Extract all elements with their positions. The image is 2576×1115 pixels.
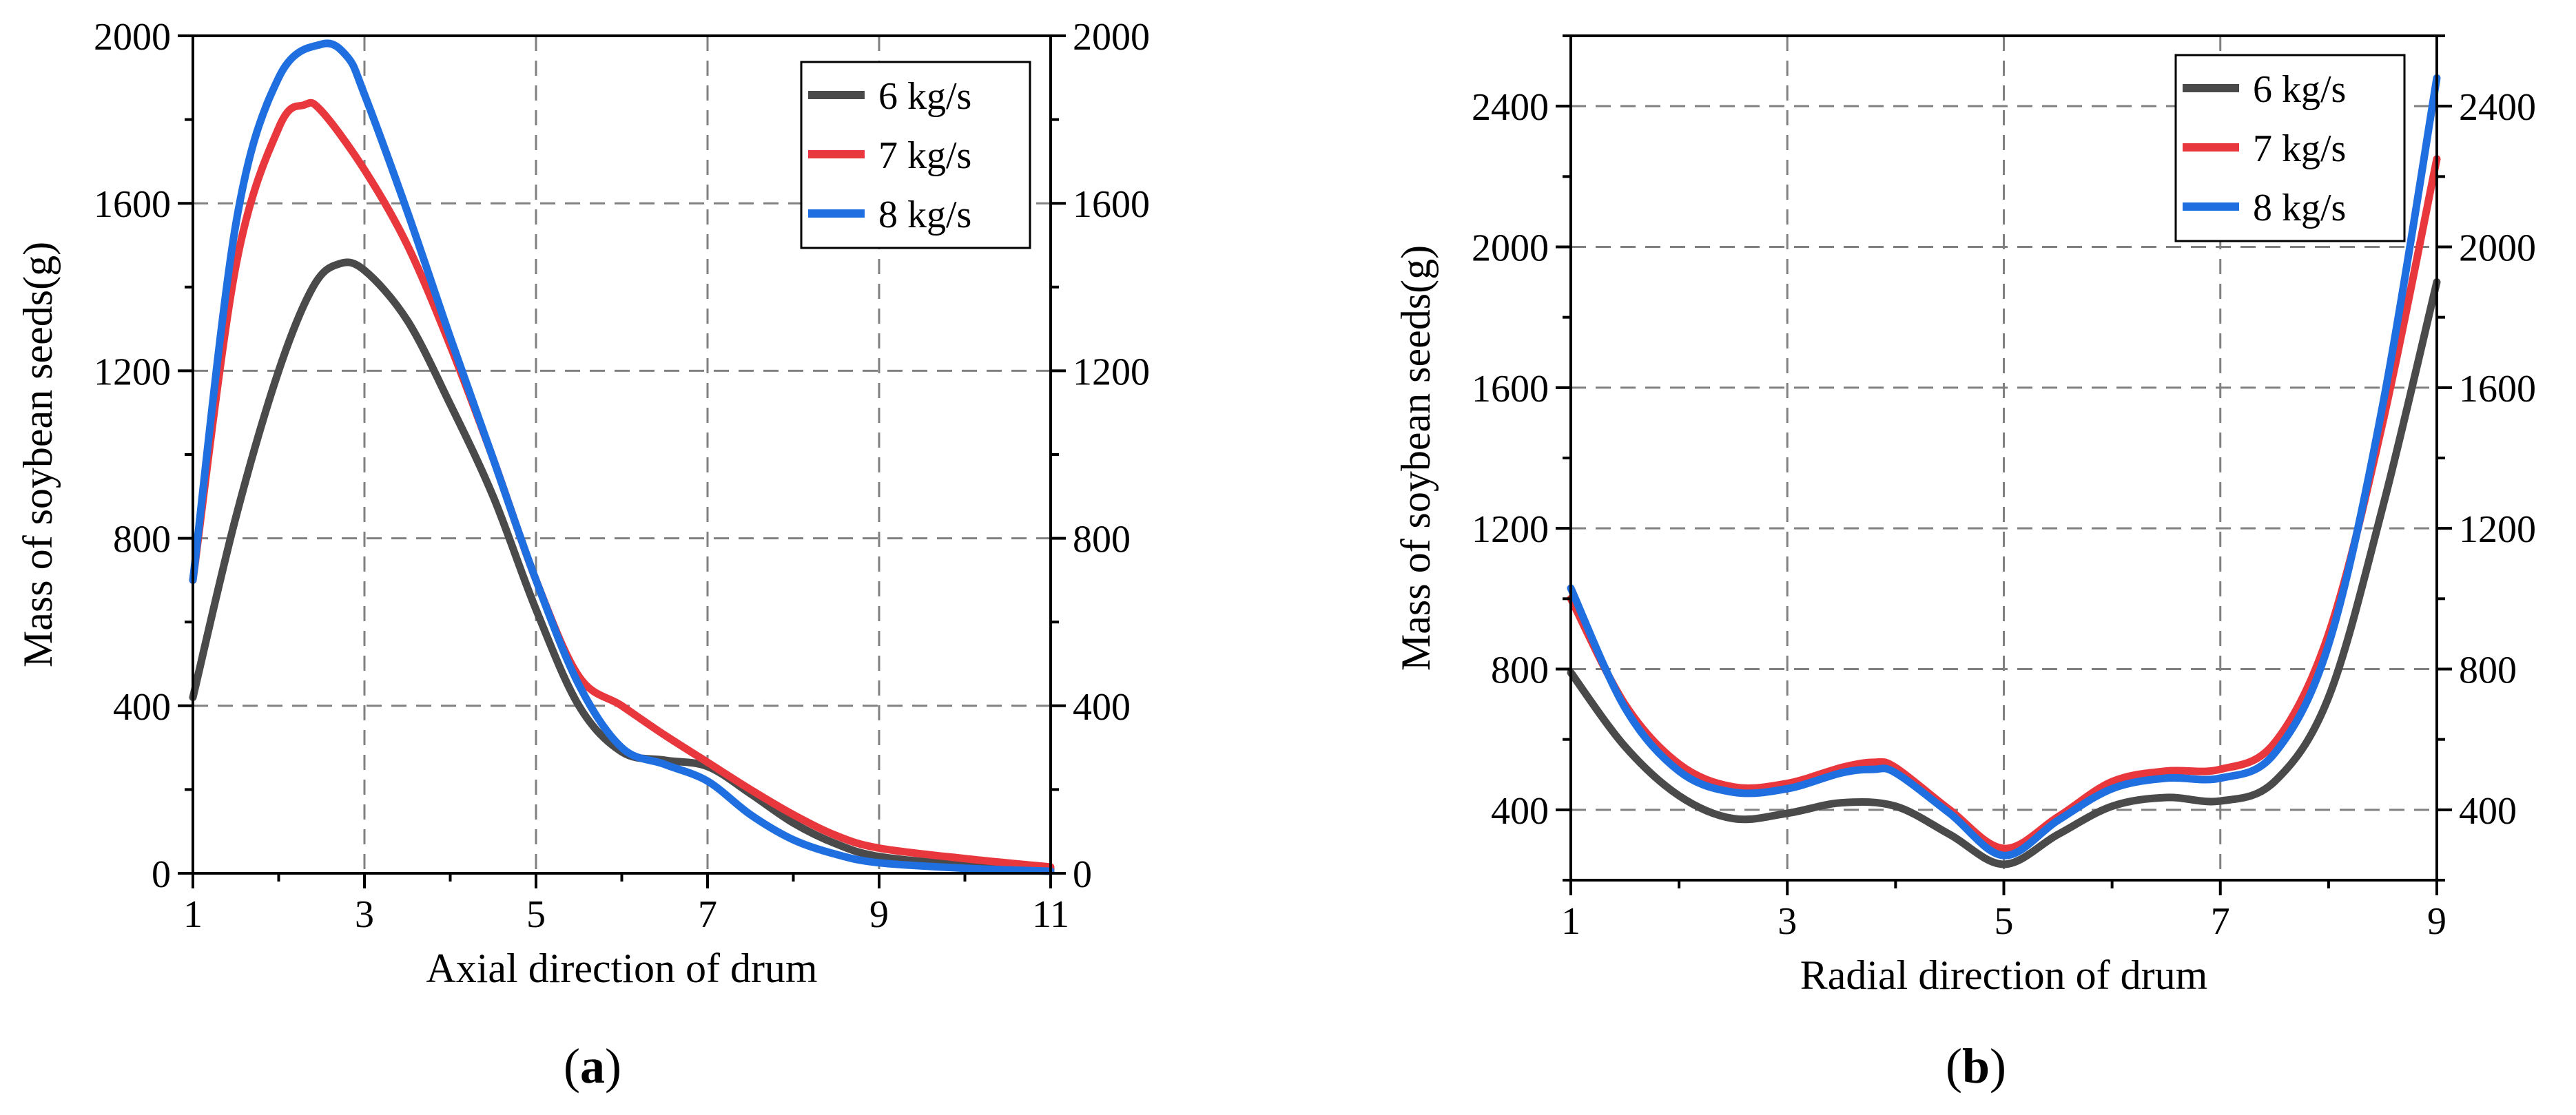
x-axis-title: Axial direction of drum: [426, 946, 817, 991]
x-tick-label: 9: [2427, 900, 2446, 943]
panel-label: (b): [1946, 1039, 2006, 1094]
x-tick-label: 7: [698, 893, 717, 936]
y-tick-label-right: 2000: [1073, 16, 1150, 59]
x-tick-label: 3: [355, 893, 374, 936]
y-tick-label-right: 400: [1073, 686, 1131, 729]
y-tick-label-left: 0: [152, 853, 171, 896]
y-tick-label-right: 800: [2459, 649, 2517, 692]
x-tick-label: 1: [1561, 900, 1580, 943]
y-tick-label-left: 1600: [94, 183, 171, 226]
x-tick-label: 7: [2211, 900, 2230, 943]
y-tick-label-left: 400: [113, 686, 171, 729]
series-line-6-kg-s: [1567, 278, 2441, 868]
y-tick-label-right: 0: [1073, 853, 1092, 896]
x-tick-label: 3: [1778, 900, 1797, 943]
legend-label: 8 kg/s: [2253, 187, 2346, 229]
legend-label: 8 kg/s: [878, 194, 971, 236]
y-tick-label-left: 400: [1491, 790, 1549, 833]
y-tick-label-left: 1600: [1472, 368, 1549, 410]
panel-b: 1 3 5 7 9 400 400 800 800 1200 1200 1600 1600 2000 200…: [1393, 34, 2536, 1094]
x-tick-label: 11: [1032, 893, 1069, 936]
y-tick-label-left: 1200: [94, 351, 171, 393]
y-tick-label-right: 2400: [2459, 86, 2536, 129]
y-tick-label-left: 2000: [94, 16, 171, 59]
legend-label: 7 kg/s: [2253, 127, 2346, 170]
x-tick-label: 1: [183, 893, 203, 936]
y-tick-label-right: 1200: [2459, 508, 2536, 551]
y-tick-label-right: 800: [1073, 519, 1131, 561]
y-axis-title: Mass of soybean seeds(g): [1393, 245, 1439, 671]
x-tick-label: 9: [869, 893, 889, 936]
y-tick-label-right: 1600: [1073, 183, 1150, 226]
y-tick-label-left: 1200: [1472, 508, 1549, 551]
y-tick-label-left: 2400: [1472, 86, 1549, 129]
y-tick-label-right: 2000: [2459, 227, 2536, 270]
y-tick-label-right: 1600: [2459, 368, 2536, 410]
y-tick-label-left: 2000: [1472, 227, 1549, 270]
panel-label: (a): [564, 1039, 621, 1094]
y-tick-label-left: 800: [113, 519, 171, 561]
y-tick-label-right: 1200: [1073, 351, 1150, 393]
series-line-8-kg-s: [1567, 74, 2441, 859]
legend-label: 6 kg/s: [2253, 68, 2346, 111]
series-line-6-kg-s: [189, 258, 1055, 873]
y-tick-label-left: 800: [1491, 649, 1549, 692]
legend-label: 6 kg/s: [878, 75, 971, 118]
x-tick-label: 5: [1995, 900, 2014, 943]
series-line-8-kg-s: [189, 39, 1055, 875]
y-axis-title: Mass of soybean seeds(g): [15, 242, 61, 667]
x-tick-label: 5: [526, 893, 546, 936]
y-tick-label-right: 400: [2459, 790, 2517, 833]
x-axis-title: Radial direction of drum: [1800, 952, 2208, 998]
legend-label: 7 kg/s: [878, 134, 971, 177]
